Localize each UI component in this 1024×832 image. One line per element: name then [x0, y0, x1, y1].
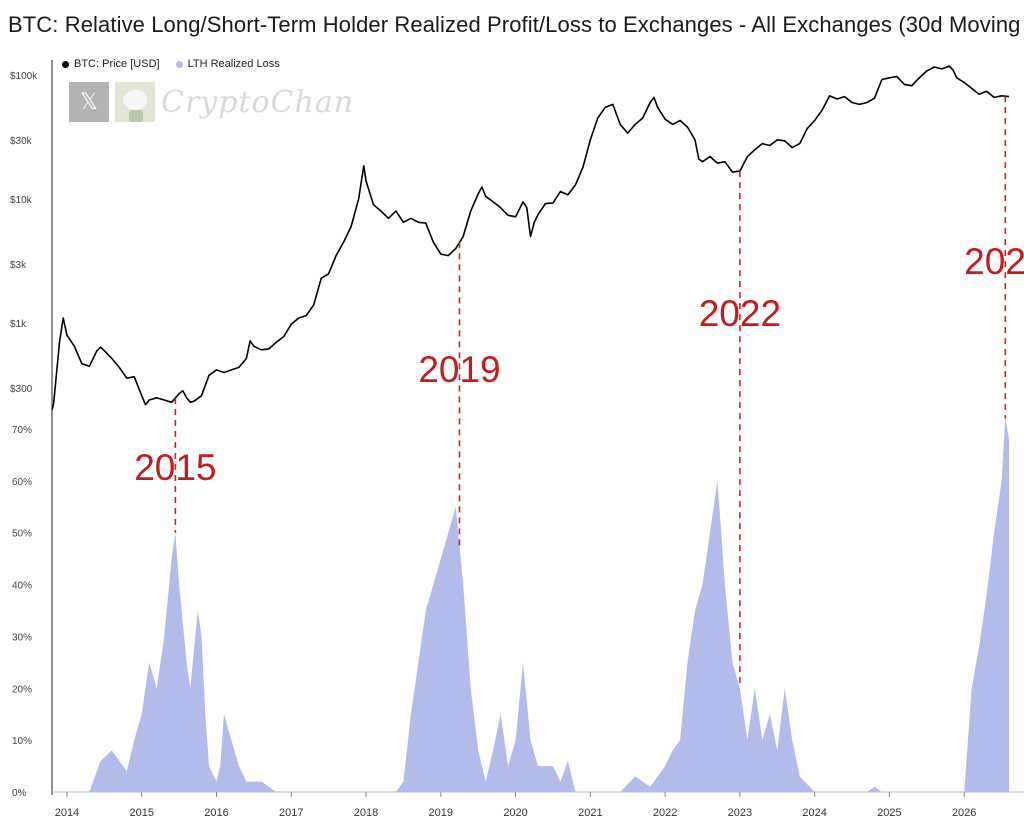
legend-label-price: BTC: Price [USD]	[74, 58, 160, 70]
x-tick-label: 2019	[429, 807, 453, 819]
x-tick-label: 2024	[802, 807, 826, 819]
chart-title: BTC: Relative Long/Short-Term Holder Rea…	[8, 12, 1024, 37]
loss-tick-label: 40%	[12, 581, 32, 592]
x-tick-label: 2025	[877, 807, 901, 819]
annotation-label-2019: 2019	[418, 349, 500, 390]
watermark-text: CryptoChan	[161, 84, 355, 120]
watermark: 𝕏 CryptoChan	[69, 82, 354, 122]
x-logo-icon: 𝕏	[69, 82, 109, 122]
loss-tick-label: 30%	[12, 632, 32, 643]
legend-label-lth-loss: LTH Realized Loss	[187, 58, 280, 70]
x-tick-label: 2017	[279, 807, 303, 819]
loss-tick-label: 50%	[12, 529, 32, 540]
x-tick-label: 2020	[503, 807, 527, 819]
loss-tick-label: 0%	[12, 788, 27, 799]
annotation-label-2015: 2015	[134, 447, 216, 488]
x-tick-label: 2026	[952, 807, 976, 819]
x-tick-label: 2018	[354, 807, 378, 819]
annotation-label-2022: 2022	[699, 293, 781, 334]
legend-item-price[interactable]: BTC: Price [USD]	[62, 58, 160, 70]
legend-dot-lth-loss	[175, 60, 183, 68]
price-tick-label: $1k	[10, 319, 27, 330]
x-tick-label: 2015	[129, 807, 153, 819]
price-tick-label: $3k	[10, 260, 27, 271]
annotation-label-2026: 2026	[964, 241, 1024, 282]
legend-item-lth-loss[interactable]: LTH Realized Loss	[175, 58, 280, 70]
loss-tick-label: 60%	[12, 477, 32, 488]
legend: BTC: Price [USD] LTH Realized Loss	[62, 58, 280, 70]
x-tick-label: 2014	[55, 807, 79, 819]
x-tick-label: 2021	[578, 807, 602, 819]
x-tick-label: 2022	[653, 807, 677, 819]
price-tick-label: $30k	[10, 136, 33, 147]
avatar-icon	[115, 82, 155, 122]
loss-tick-label: 10%	[12, 736, 32, 747]
loss-tick-label: 20%	[12, 684, 32, 695]
price-tick-label: $10k	[10, 195, 33, 206]
x-tick-label: 2016	[204, 807, 228, 819]
legend-dot-price	[62, 60, 69, 68]
x-tick-label: 2023	[728, 807, 752, 819]
loss-tick-label: 70%	[12, 425, 32, 436]
series-price-line	[51, 65, 1010, 411]
price-tick-label: $300	[10, 384, 33, 395]
series-lth-loss-area	[89, 418, 1009, 792]
price-tick-label: $100k	[10, 71, 38, 82]
